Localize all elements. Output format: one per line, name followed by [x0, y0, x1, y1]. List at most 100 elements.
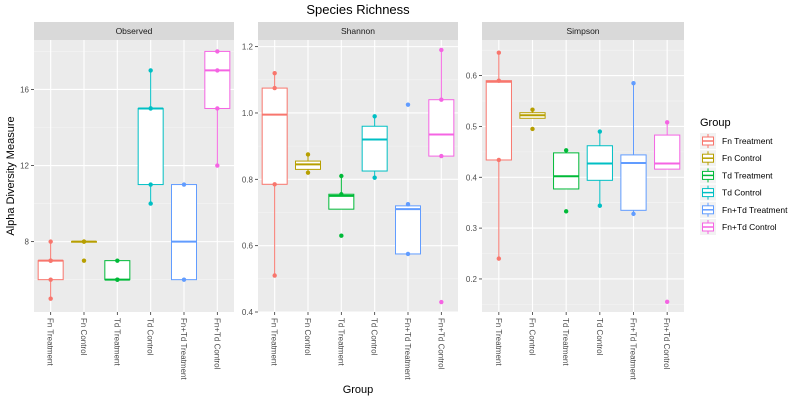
- x-tick-label: Fn+Td Control: [662, 318, 671, 370]
- y-axis-title: Alpha Diversity Measure: [5, 116, 17, 235]
- box-fn-td-treatment: [171, 182, 197, 282]
- box-fn-td-control: [428, 47, 455, 305]
- x-tick-label: Td Control: [146, 318, 155, 356]
- data-point: [148, 201, 153, 206]
- box-td-treatment: [553, 148, 580, 214]
- box-td-control: [361, 114, 388, 180]
- data-point: [405, 251, 411, 257]
- x-tick-label: Fn+Td Treatment: [179, 318, 188, 380]
- legend-item-fn-treatment: Fn Treatment: [700, 133, 773, 149]
- data-point: [115, 277, 120, 282]
- data-point: [496, 78, 502, 83]
- data-point: [272, 182, 277, 187]
- x-tick-label: Fn+Td Control: [436, 318, 445, 370]
- data-point: [148, 106, 153, 111]
- legend-label: Td Control: [722, 188, 762, 198]
- facet-shannon: Shannon 0.4 0.6 0.8 1.0 1.2 Fn Treatment Fn Con…: [242, 22, 458, 380]
- y-tick-label: 0.3: [466, 224, 478, 233]
- legend-item-td-control: Td Control: [700, 184, 762, 201]
- y-tick-label: 0.8: [242, 175, 254, 184]
- x-tick-label: Td Treatment: [336, 318, 345, 366]
- y-tick-label: 12: [20, 162, 29, 171]
- box-td-control: [137, 68, 164, 206]
- box-fn-treatment: [261, 70, 288, 278]
- legend-label: Fn+Td Control: [722, 222, 777, 232]
- data-point: [305, 170, 311, 175]
- data-point: [215, 106, 220, 111]
- x-tick-label: Fn+Td Treatment: [403, 318, 412, 380]
- data-point: [48, 296, 53, 301]
- facet-panels: Observed 8 12 16 Fn Treatment Fn Control Td Tr…: [20, 22, 684, 380]
- legend-item-fn-td-treatment: Fn+Td Treatment: [700, 201, 788, 218]
- legend-item-td-treatment: Td Treatment: [700, 167, 773, 184]
- data-point: [305, 152, 311, 157]
- x-tick-label: Fn Treatment: [270, 318, 279, 366]
- data-point: [272, 273, 277, 278]
- data-point: [339, 173, 344, 179]
- data-point: [272, 85, 277, 91]
- data-point: [181, 277, 187, 282]
- box-fn-control: [71, 239, 97, 263]
- data-point: [664, 299, 670, 305]
- x-tick-label: Fn Control: [79, 318, 88, 356]
- data-point: [664, 120, 670, 125]
- box-body: [428, 99, 455, 157]
- y-tick-label: 0.5: [466, 122, 478, 131]
- plot-panel: [258, 40, 458, 312]
- data-point: [48, 239, 53, 244]
- legend-title: Group: [700, 117, 731, 129]
- data-point: [496, 50, 502, 55]
- data-point: [372, 175, 377, 180]
- legend-items: Fn Treatment Fn Control Td Treatment Td Con…: [700, 133, 788, 235]
- box-body: [37, 260, 64, 281]
- facet-simpson: Simpson 0.2 0.3 0.4 0.5 0.6 Fn Treatment Fn Con…: [466, 22, 684, 380]
- legend-label: Fn Control: [722, 153, 762, 163]
- facet-observed: Observed 8 12 16 Fn Treatment Fn Control Td Tr…: [20, 22, 234, 380]
- data-point: [148, 182, 153, 187]
- legend-label: Fn+Td Treatment: [722, 205, 788, 215]
- data-point: [631, 81, 636, 86]
- x-tick-label: Td Control: [370, 318, 379, 356]
- x-tick-label: Fn Treatment: [46, 318, 55, 366]
- data-point: [597, 203, 603, 208]
- legend-label: Td Treatment: [722, 170, 773, 180]
- x-tick-label: Fn Control: [528, 318, 537, 356]
- data-point: [339, 233, 344, 238]
- data-point: [405, 201, 411, 207]
- facet-strip: [482, 22, 684, 40]
- data-point: [631, 211, 636, 217]
- y-tick-label: 1.0: [242, 109, 254, 118]
- box-fn-control: [519, 107, 546, 132]
- y-tick-label: 0.4: [466, 173, 478, 182]
- box-body: [395, 205, 421, 255]
- data-point: [597, 129, 603, 134]
- box-fn-treatment: [485, 50, 512, 261]
- data-point: [530, 107, 535, 112]
- data-point: [81, 258, 87, 263]
- data-point: [148, 68, 153, 73]
- x-tick-label: Fn Control: [303, 318, 312, 356]
- box-body: [553, 152, 580, 190]
- y-tick-label: 0.6: [242, 242, 254, 251]
- x-tick-label: Td Treatment: [561, 318, 570, 366]
- data-point: [48, 277, 53, 282]
- x-tick-label: Td Treatment: [112, 318, 121, 366]
- facet-strip-label: Shannon: [341, 26, 375, 36]
- legend-item-fn-control: Fn Control: [700, 150, 762, 167]
- y-tick-label: 1.2: [242, 43, 254, 52]
- box-body: [171, 184, 197, 281]
- box-body: [361, 125, 388, 172]
- box-body: [104, 260, 131, 281]
- box-fn-td-control: [654, 120, 681, 305]
- box-td-treatment: [328, 173, 355, 238]
- data-point: [439, 299, 444, 305]
- y-tick-label: 16: [20, 85, 29, 94]
- y-tick-label: 0.6: [466, 72, 478, 81]
- y-tick-label: 8: [25, 238, 30, 247]
- box-body: [485, 80, 512, 161]
- data-point: [439, 153, 444, 159]
- chart-title: Species Richness: [306, 2, 410, 17]
- box-body: [137, 107, 164, 186]
- facet-strip-label: Simpson: [566, 26, 599, 36]
